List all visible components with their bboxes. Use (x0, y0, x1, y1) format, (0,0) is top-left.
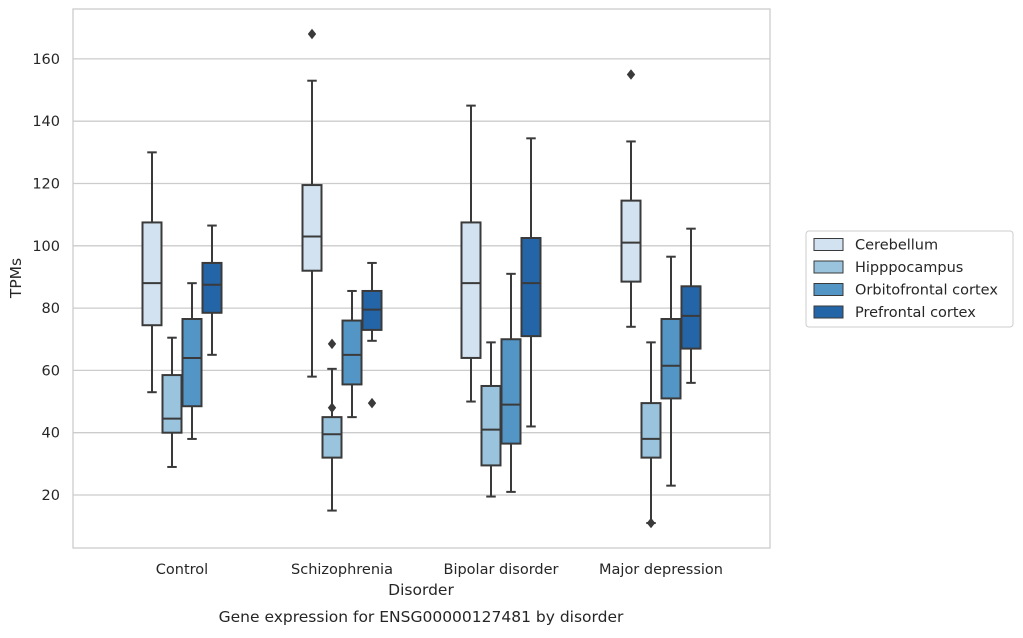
y-tick-label-120: 120 (32, 177, 60, 193)
box-hipppocampus-0 (161, 336, 183, 468)
legend: Cerebellum Hipppocampus Orbitofrontal cort… (805, 230, 1014, 328)
y-tick-label-40: 40 (42, 426, 60, 442)
x-tick-label-control: Control (156, 562, 208, 578)
y-tick-label-60: 60 (42, 363, 60, 379)
iqr-box (520, 237, 542, 338)
iqr-box (301, 184, 323, 272)
outlier-point-0 (626, 69, 636, 80)
iqr-box (201, 261, 223, 314)
box-cerebellum-2 (460, 104, 482, 403)
box-prefrontal-cortex-1 (361, 261, 383, 409)
box-orbitofrontal-cortex-2 (500, 272, 522, 493)
outlier-point-0 (646, 517, 656, 529)
iqr-box (500, 338, 522, 445)
y-axis-label: TPMs (7, 258, 25, 299)
legend-swatch-orbitofrontal-cortex (813, 283, 844, 296)
legend-frame (805, 230, 1014, 328)
x-tick-label-major-depression: Major depression (599, 562, 723, 578)
iqr-box (660, 318, 682, 400)
box-prefrontal-cortex-2 (520, 137, 542, 428)
legend-label-prefrontal-cortex: Prefrontal cortex (855, 305, 976, 321)
box-orbitofrontal-cortex-0 (181, 282, 203, 440)
y-tick-label-100: 100 (32, 239, 60, 255)
x-tick-labels: Control Schizophrenia Bipolar disorder Majo… (156, 562, 723, 578)
box-orbitofrontal-cortex-1 (341, 289, 363, 419)
iqr-box (321, 416, 343, 459)
iqr-box (480, 384, 502, 467)
box-prefrontal-cortex-3 (680, 227, 702, 384)
y-tick-label-80: 80 (42, 301, 60, 317)
box-cerebellum-0 (141, 151, 163, 394)
legend-swatch-prefrontal-cortex (813, 305, 844, 319)
y-tick-labels: 20 40 60 80 100 120 140 160 (32, 52, 60, 504)
x-axis-label: Disorder (388, 581, 454, 599)
legend-label-cerebellum: Cerebellum (855, 238, 938, 254)
box-hipppocampus-3 (640, 341, 662, 529)
outlier-point-1 (327, 338, 337, 350)
chart-caption: Gene expression for ENSG00000127481 by d… (219, 608, 624, 626)
legend-label-orbitofrontal-cortex: Orbitofrontal cortex (855, 283, 998, 299)
x-tick-label-bipolar-disorder: Bipolar disorder (444, 562, 559, 578)
iqr-box (460, 221, 482, 359)
plot-frame (72, 8, 771, 549)
y-tick-label-140: 140 (32, 114, 60, 130)
iqr-box (181, 318, 203, 408)
iqr-box (680, 285, 702, 350)
iqr-box (640, 402, 662, 459)
legend-swatch-hipppocampus (813, 260, 844, 274)
box-hipppocampus-2 (480, 341, 502, 498)
outlier-point-0 (327, 402, 337, 414)
x-tick-label-schizophrenia: Schizophrenia (291, 562, 393, 578)
iqr-box (341, 319, 363, 386)
box-cerebellum-3 (620, 69, 642, 328)
iqr-box (141, 221, 163, 327)
box-hipppocampus-1 (321, 338, 343, 512)
legend-swatch-cerebellum (813, 238, 844, 251)
box-cerebellum-1 (301, 28, 323, 378)
iqr-box (161, 374, 183, 434)
outlier-point-0 (367, 397, 377, 409)
box-series (141, 28, 702, 529)
box-orbitofrontal-cortex-3 (660, 255, 682, 487)
y-tick-label-160: 160 (32, 52, 60, 68)
iqr-box (620, 199, 642, 283)
legend-label-hipppocampus: Hipppocampus (855, 260, 963, 276)
y-tick-label-20: 20 (42, 488, 60, 504)
box-prefrontal-cortex-0 (201, 224, 223, 356)
outlier-point-0 (307, 28, 317, 40)
